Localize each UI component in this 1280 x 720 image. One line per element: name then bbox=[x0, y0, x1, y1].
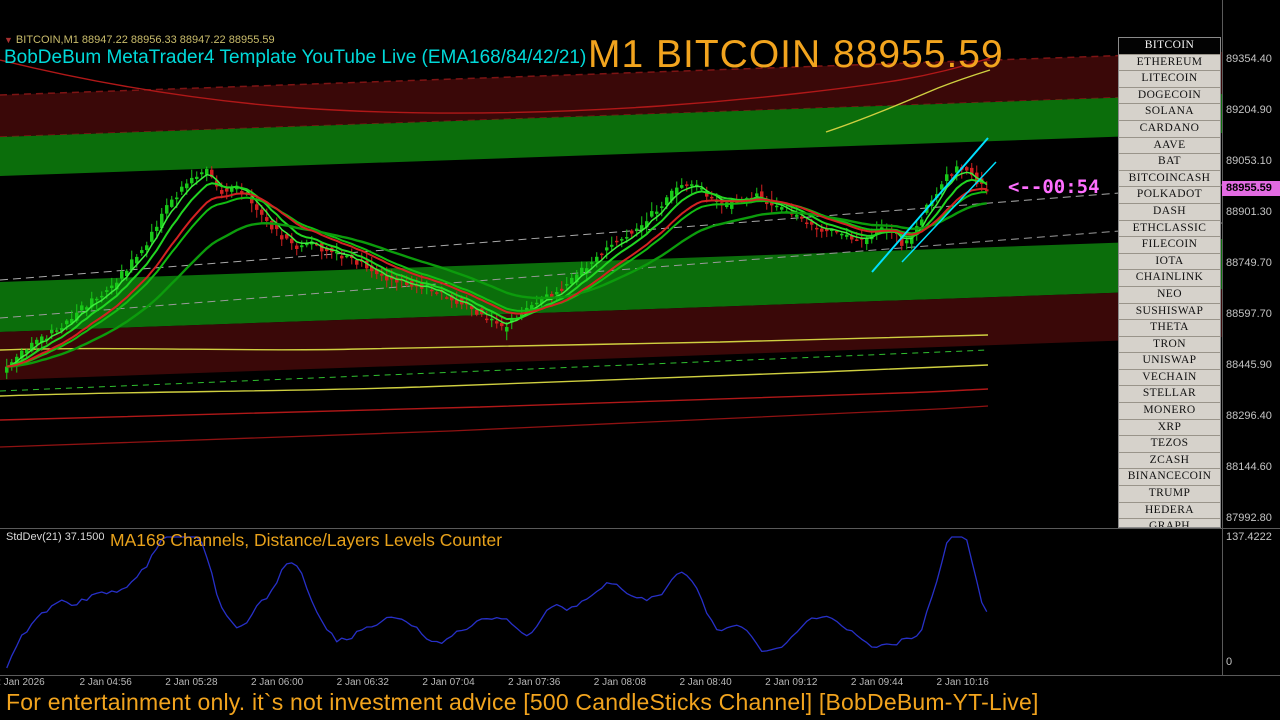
watchlist-item-neo[interactable]: NEO bbox=[1119, 287, 1220, 304]
symbol-dropdown-icon[interactable]: ▼ bbox=[4, 35, 13, 45]
watchlist-item-bat[interactable]: BAT bbox=[1119, 154, 1220, 171]
stddev-indicator-label: StdDev(21) 37.1500 bbox=[6, 531, 105, 543]
watchlist-item-bitcoincash[interactable]: BITCOINCASH bbox=[1119, 171, 1220, 188]
price-axis-label: 89204.90 bbox=[1226, 103, 1272, 116]
price-axis-label: 88144.60 bbox=[1226, 460, 1272, 473]
time-axis-label: 2 Jan 07:04 bbox=[422, 677, 475, 688]
watchlist-item-polkadot[interactable]: POLKADOT bbox=[1119, 187, 1220, 204]
time-axis-label: 2 Jan 10:16 bbox=[936, 677, 989, 688]
time-axis-label: 2 Jan 07:36 bbox=[508, 677, 561, 688]
watchlist-item-vechain[interactable]: VECHAIN bbox=[1119, 370, 1220, 387]
watchlist-item-ethereum[interactable]: ETHEREUM bbox=[1119, 55, 1220, 72]
chart-indicator-separator bbox=[0, 528, 1280, 529]
time-axis-label: 2 Jan 09:12 bbox=[765, 677, 818, 688]
watchlist[interactable]: BITCOIN ETHEREUM LITECOIN DOGECOIN SOLANA CAR… bbox=[1118, 37, 1221, 528]
watchlist-item-binancecoin[interactable]: BINANCECOIN bbox=[1119, 469, 1220, 487]
symbol-quote-text: BITCOIN,M1 88947.22 88956.33 88947.22 88… bbox=[15, 34, 275, 46]
watchlist-item-dash[interactable]: DASH bbox=[1119, 204, 1220, 221]
envelope-lines bbox=[0, 57, 991, 448]
watchlist-item-trump[interactable]: TRUMP bbox=[1119, 486, 1220, 503]
time-axis-label: 2 Jan 06:32 bbox=[336, 677, 389, 688]
indicator-axis-min: 0 bbox=[1226, 656, 1233, 668]
time-axis-label: 2 Jan 09:44 bbox=[850, 677, 904, 688]
candle-countdown-timer: <--00:54 bbox=[1008, 176, 1100, 198]
time-axis-label: 2 Jan 2026 bbox=[0, 677, 45, 688]
watchlist-item-litecoin[interactable]: LITECOIN bbox=[1119, 71, 1220, 88]
watchlist-item-tezos[interactable]: TEZOS bbox=[1119, 436, 1220, 453]
time-axis-label: 2 Jan 05:28 bbox=[165, 677, 218, 688]
channel-bands bbox=[0, 51, 1222, 380]
time-axis-label: 2 Jan 08:40 bbox=[679, 677, 732, 688]
time-axis-label: 2 Jan 08:08 bbox=[593, 677, 647, 688]
watchlist-item-theta[interactable]: THETA bbox=[1119, 320, 1220, 337]
current-price-tag: 88955.59 bbox=[1222, 181, 1280, 196]
time-axis-label: 2 Jan 06:00 bbox=[250, 677, 304, 688]
watchlist-item-iota[interactable]: IOTA bbox=[1119, 254, 1220, 271]
template-title: BobDeBum MetaTrader4 Template YouTube Li… bbox=[4, 47, 587, 68]
watchlist-item-aave[interactable]: AAVE bbox=[1119, 138, 1220, 155]
price-axis-label: 88597.70 bbox=[1226, 307, 1272, 320]
watchlist-item-stellar[interactable]: STELLAR bbox=[1119, 386, 1220, 404]
watchlist-item-chainlink[interactable]: CHAINLINK bbox=[1119, 270, 1220, 287]
watchlist-item-dogecoin[interactable]: DOGECOIN bbox=[1119, 88, 1220, 105]
watchlist-item-monero[interactable]: MONERO bbox=[1119, 403, 1220, 420]
time-axis-label: 2 Jan 04:56 bbox=[79, 677, 132, 688]
watchlist-item-filecoin[interactable]: FILECOIN bbox=[1119, 237, 1220, 254]
ema-lines bbox=[6, 171, 988, 368]
watchlist-item-graph[interactable]: GRAPH bbox=[1119, 519, 1220, 527]
watchlist-item-xrp[interactable]: XRP bbox=[1119, 420, 1220, 437]
watchlist-item-hedera[interactable]: HEDERA bbox=[1119, 503, 1220, 520]
watchlist-item-zcash[interactable]: ZCASH bbox=[1119, 453, 1220, 470]
indicator-axis-max: 137.4222 bbox=[1226, 531, 1272, 543]
price-axis-label: 89354.40 bbox=[1226, 52, 1272, 65]
watchlist-item-uniswap[interactable]: UNISWAP bbox=[1119, 353, 1220, 370]
page-title: M1 BITCOIN 88955.59 bbox=[588, 33, 1004, 76]
price-axis-label: 88445.90 bbox=[1226, 358, 1272, 371]
chart-area[interactable] bbox=[0, 0, 1222, 675]
watchlist-item-sushiswap[interactable]: SUSHISWAP bbox=[1119, 304, 1220, 321]
price-axis-label: 87992.80 bbox=[1226, 511, 1272, 524]
price-axis-label: 88296.40 bbox=[1226, 409, 1272, 422]
watchlist-item-solana[interactable]: SOLANA bbox=[1119, 104, 1220, 121]
watchlist-item-bitcoin[interactable]: BITCOIN bbox=[1119, 38, 1220, 55]
price-axis-label: 88901.30 bbox=[1226, 205, 1272, 218]
indicator-timeaxis-separator bbox=[0, 675, 1280, 676]
watchlist-item-ethclassic[interactable]: ETHCLASSIC bbox=[1119, 221, 1220, 238]
price-axis-separator bbox=[1222, 0, 1223, 675]
trend-lines[interactable] bbox=[871, 137, 997, 273]
price-axis[interactable]: 89354.40 89204.90 89053.10 88901.30 88749.70… bbox=[1223, 0, 1280, 675]
stddev-indicator-line bbox=[6, 536, 988, 669]
disclaimer-footer: For entertainment only. it`s not investm… bbox=[6, 689, 1039, 715]
indicator-panel-title: MA168 Channels, Distance/Layers Levels C… bbox=[110, 530, 503, 550]
time-axis[interactable]: 2 Jan 2026 2 Jan 04:56 2 Jan 05:28 2 Jan 06… bbox=[0, 676, 1222, 690]
watchlist-item-tron[interactable]: TRON bbox=[1119, 337, 1220, 354]
watchlist-item-cardano[interactable]: CARDANO bbox=[1119, 121, 1220, 138]
price-axis-label: 89053.10 bbox=[1226, 154, 1272, 167]
symbol-info: ▼ BITCOIN,M1 88947.22 88956.33 88947.22 8… bbox=[4, 34, 275, 46]
price-axis-label: 88749.70 bbox=[1226, 256, 1272, 269]
